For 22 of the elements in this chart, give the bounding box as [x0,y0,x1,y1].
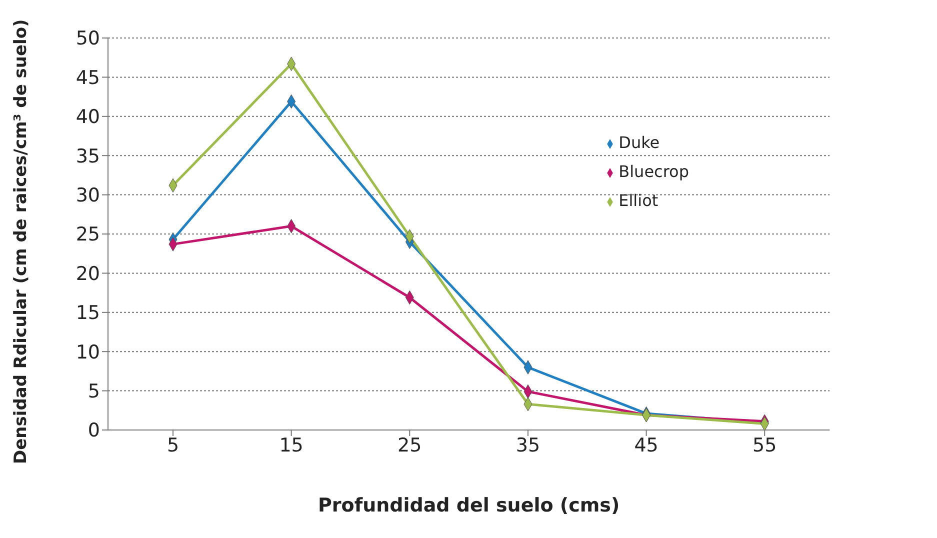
y-tick-label: 30 [76,184,100,207]
x-tick-label: 45 [634,434,658,456]
x-tick-label: 25 [398,434,422,456]
legend-label: Elliot [618,191,658,210]
x-tick-label: 55 [752,434,777,456]
x-axis-title: Profundidad del suelo (cms) [318,494,620,516]
y-tick-label: 0 [88,420,100,442]
y-tick-label: 20 [76,262,100,285]
x-tick-label: 15 [279,434,304,456]
y-tick-label: 45 [76,66,100,89]
x-tick-label: 35 [516,434,540,456]
legend-label: Bluecrop [618,162,689,181]
y-tick-label: 15 [76,302,100,324]
y-tick-label: 50 [76,28,100,50]
y-tick-label: 40 [76,106,100,128]
x-tick-label: 5 [166,434,180,456]
y-axis-title: Densidad Rdicular (cm de raices/cm³ de suelo) [11,19,32,464]
y-tick-label: 5 [88,380,100,403]
y-tick-label: 35 [76,145,100,168]
legend-label: Duke [618,133,660,152]
y-tick-label: 10 [76,341,100,364]
y-tick-label: 25 [76,224,100,246]
